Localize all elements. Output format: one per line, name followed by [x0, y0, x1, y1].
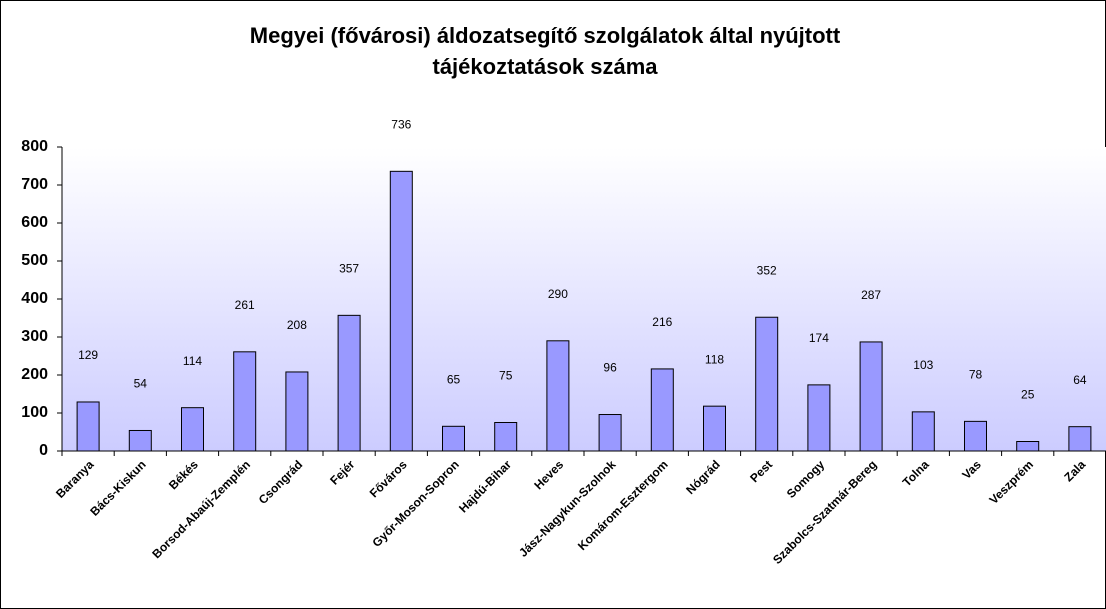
y-tick-label: 300: [21, 328, 48, 345]
value-label: 290: [548, 287, 568, 301]
value-label: 261: [235, 298, 255, 312]
value-label: 174: [809, 331, 829, 345]
value-label: 78: [969, 368, 983, 382]
value-label: 65: [447, 372, 461, 386]
value-label: 129: [78, 348, 98, 362]
bar: [442, 425, 465, 452]
y-tick-label: 0: [39, 442, 48, 459]
value-label: 96: [603, 361, 617, 375]
value-label: 216: [652, 315, 672, 329]
bar: [964, 420, 987, 452]
y-tick-label: 100: [21, 404, 48, 421]
bar: [181, 407, 204, 452]
bar: [1016, 441, 1040, 452]
bar: [598, 414, 622, 452]
bar: [650, 368, 674, 452]
y-tick-label: 400: [21, 290, 48, 307]
value-label: 103: [913, 358, 933, 372]
bar: [285, 371, 309, 452]
value-label: 114: [183, 354, 202, 368]
value-label: 54: [134, 377, 148, 391]
y-tick-label: 800: [21, 138, 48, 155]
value-label: 208: [287, 318, 307, 332]
y-tick-label: 200: [21, 366, 48, 383]
value-label: 75: [499, 369, 513, 383]
y-tick-label: 600: [21, 214, 48, 231]
y-tick-label: 700: [21, 176, 48, 193]
bar: [859, 341, 883, 452]
value-label: 287: [861, 288, 881, 302]
bar: [703, 405, 726, 452]
bar: [233, 351, 257, 452]
bar: [76, 401, 100, 452]
value-label: 352: [757, 263, 777, 277]
value-label: 357: [339, 262, 359, 276]
value-label: 118: [705, 352, 724, 366]
bar: [755, 316, 779, 452]
chart-title: tájékoztatások száma: [433, 54, 659, 79]
value-label: 64: [1073, 373, 1087, 387]
bar: [128, 429, 152, 452]
bar: [389, 170, 413, 452]
bar: [494, 422, 518, 452]
bar: [546, 340, 570, 452]
bar: [1068, 426, 1092, 452]
plot-area: [62, 147, 1106, 451]
value-label: 25: [1021, 388, 1035, 402]
bar: [807, 384, 831, 452]
bar: [911, 411, 935, 452]
chart-title: Megyei (fővárosi) áldozatsegítő szolgála…: [250, 23, 841, 48]
value-label: 736: [391, 117, 411, 131]
y-tick-label: 500: [21, 252, 48, 269]
bar: [337, 314, 361, 452]
